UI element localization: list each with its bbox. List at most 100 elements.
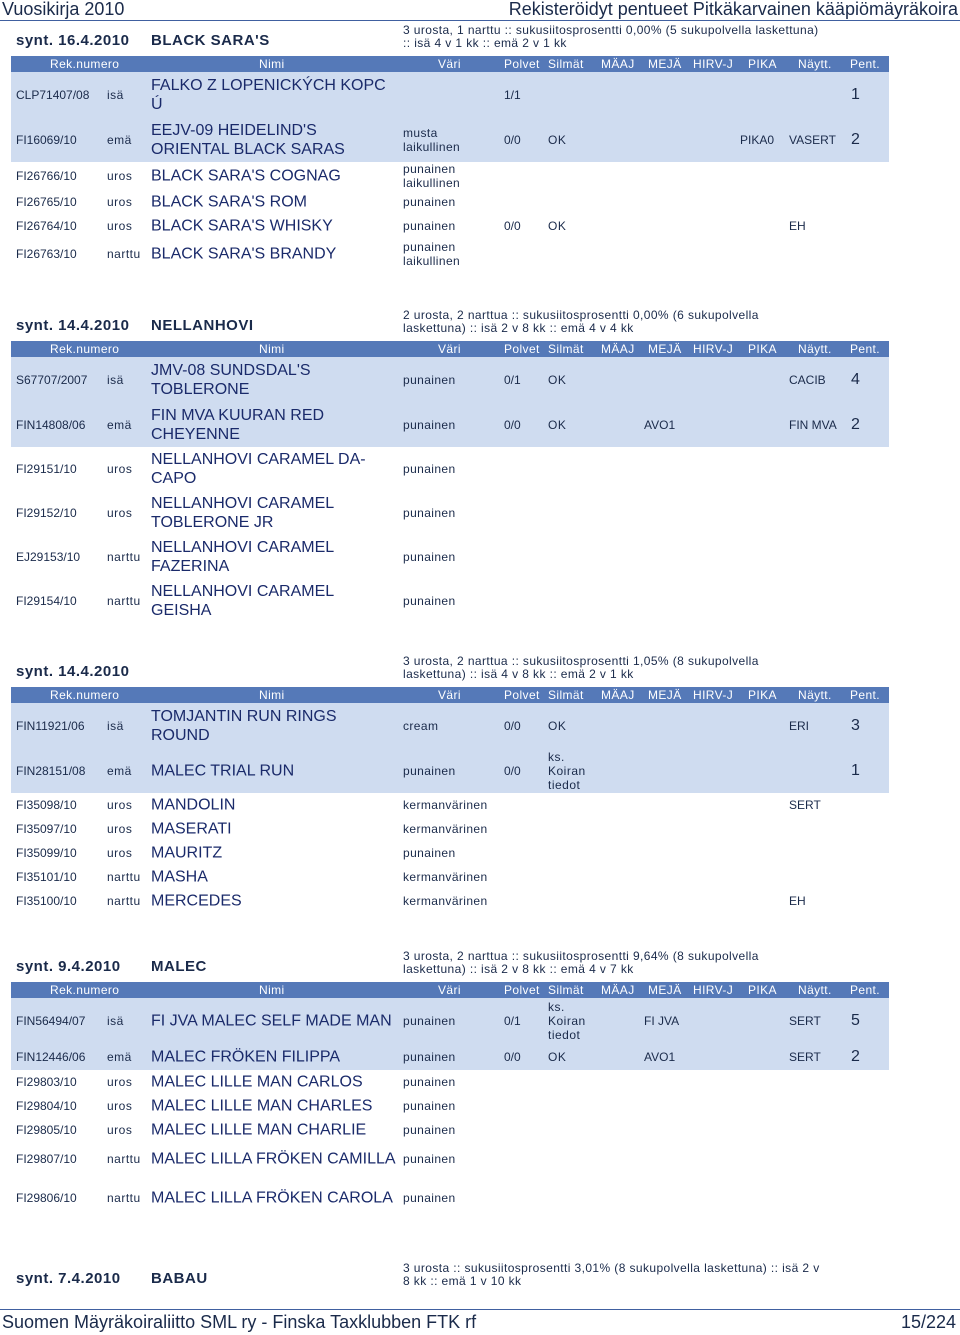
sex: emä bbox=[107, 133, 132, 147]
reg-number: FI29807/10 bbox=[16, 1152, 77, 1166]
dog-name: BLACK SARA'S COGNAG bbox=[151, 167, 341, 185]
column-header: Silmät bbox=[548, 688, 584, 702]
trial-result: AVO1 bbox=[644, 418, 676, 432]
color: punainen bbox=[403, 1075, 456, 1089]
parent-row: FIN12446/06 emä MALEC FRÖKEN FILIPPA punain… bbox=[11, 1044, 889, 1070]
column-header: Rek.numero bbox=[50, 983, 120, 997]
dog-name: BLACK SARA'S BRANDY bbox=[151, 245, 337, 263]
litter-title: synt. 14.4.2010 NELLANHOVI 2 urosta, 2 nar… bbox=[0, 309, 960, 341]
reg-number: FI29804/10 bbox=[16, 1099, 77, 1113]
reg-number: FI29803/10 bbox=[16, 1075, 77, 1089]
litter-summary: 3 urosta, 1 narttu :: sukusiitosprosentt… bbox=[403, 23, 819, 50]
show-result: SERT bbox=[789, 798, 821, 812]
litter-date: synt. 14.4.2010 bbox=[16, 317, 130, 334]
dog-name: MERCEDES bbox=[151, 892, 242, 910]
hips: 0/1 bbox=[504, 1014, 521, 1028]
dog-name: BLACK SARA'S WHISKY bbox=[151, 217, 333, 235]
column-header: Polvet bbox=[504, 342, 540, 356]
color: punainen bbox=[403, 1123, 456, 1137]
column-header: HIRV-J bbox=[693, 342, 734, 356]
reg-number: EJ29153/10 bbox=[16, 550, 81, 564]
dog-name: MASERATI bbox=[151, 820, 232, 838]
sex: narttu bbox=[107, 1152, 141, 1166]
sex: uros bbox=[107, 822, 133, 836]
column-header: Polvet bbox=[504, 57, 540, 71]
color: punainen laikullinen bbox=[403, 240, 461, 268]
eyes: OK bbox=[548, 719, 567, 733]
column-header: Nimi bbox=[259, 57, 285, 71]
pup-row: FI29152/10 uros NELLANHOVI CARAMEL TOBLERO… bbox=[0, 491, 960, 535]
pup-row: FI29154/10 narttu NELLANHOVI CARAMEL GEISH… bbox=[0, 579, 960, 623]
litter-title: synt. 14.4.2010 3 urosta, 2 narttua :: su… bbox=[0, 655, 960, 687]
column-header: PIKA bbox=[748, 57, 777, 71]
eyes: OK bbox=[548, 219, 567, 233]
column-header: HIRV-J bbox=[693, 688, 734, 702]
show-result: VASERT bbox=[789, 133, 836, 147]
color: punainen bbox=[403, 418, 456, 432]
reg-number: FI29805/10 bbox=[16, 1123, 77, 1137]
pup-row: FI35101/10 narttu MASHA kermanvärinen bbox=[0, 865, 960, 889]
column-header: Pent. bbox=[850, 688, 881, 702]
color: punainen bbox=[403, 764, 456, 778]
pup-row: FI29806/10 narttu MALEC LILLA FRÖKEN CAROL… bbox=[0, 1176, 960, 1220]
parent-row: FIN14808/06 emä FIN MVA KUURAN RED CHEYENN… bbox=[11, 403, 889, 447]
litter-title: synt. 7.4.2010 BABAU 3 urosta :: sukusiito… bbox=[0, 1262, 960, 1294]
dog-name: MANDOLIN bbox=[151, 796, 236, 814]
sex: isä bbox=[107, 719, 124, 733]
table-header: Rek.numero Nimi Väri Polvet Silmät MÄAJ MEJÄ HI… bbox=[11, 687, 889, 703]
hips: 0/0 bbox=[504, 418, 521, 432]
hips: 0/1 bbox=[504, 373, 521, 387]
eyes: ks. Koiran tiedot bbox=[548, 750, 586, 792]
sex: narttu bbox=[107, 247, 141, 261]
column-header: PIKA bbox=[748, 983, 777, 997]
dog-name: MALEC LILLA FRÖKEN CAMILLA bbox=[151, 1150, 396, 1168]
reg-number: FI35099/10 bbox=[16, 846, 77, 860]
column-header: MÄAJ bbox=[601, 688, 635, 702]
pup-row: FI26763/10 narttu BLACK SARA'S BRANDY punai… bbox=[0, 238, 960, 270]
trial-result: AVO1 bbox=[644, 1050, 676, 1064]
table-header: Rek.numero Nimi Väri Polvet Silmät MÄAJ MEJÄ HI… bbox=[11, 982, 889, 998]
pup-row: FI29803/10 uros MALEC LILLE MAN CARLOS puna… bbox=[0, 1070, 960, 1094]
litter-count: 1 bbox=[851, 762, 860, 779]
column-header: Nimi bbox=[259, 342, 285, 356]
show-result: EH bbox=[789, 894, 806, 908]
show-result: EH bbox=[789, 219, 806, 233]
column-header: Pent. bbox=[850, 57, 881, 71]
dog-name: MALEC TRIAL RUN bbox=[151, 762, 295, 780]
dog-name: MALEC LILLE MAN CHARLES bbox=[151, 1097, 373, 1115]
color: punainen bbox=[403, 1191, 456, 1205]
dog-name: NELLANHOVI CARAMEL DA-CAPO bbox=[151, 451, 366, 487]
dog-name: NELLANHOVI CARAMEL TOBLERONE JR bbox=[151, 495, 334, 531]
kennel-name: BABAU bbox=[151, 1270, 208, 1287]
publisher: Suomen Mäyräkoiraliitto SML ry - Finska … bbox=[2, 1312, 477, 1332]
litter-date: synt. 7.4.2010 bbox=[16, 1270, 121, 1287]
column-header: PIKA bbox=[748, 342, 777, 356]
pup-row: EJ29153/10 narttu NELLANHOVI CARAMEL FAZER… bbox=[0, 535, 960, 579]
kennel-name: BLACK SARA'S bbox=[151, 32, 270, 49]
pup-row: FI26764/10 uros BLACK SARA'S WHISKY punaine… bbox=[0, 214, 960, 238]
column-header: Väri bbox=[438, 688, 461, 702]
pup-row: FI29807/10 narttu MALEC LILLA FRÖKEN CAMIL… bbox=[0, 1142, 960, 1176]
reg-number: CLP71407/08 bbox=[16, 88, 90, 102]
sex: narttu bbox=[107, 550, 141, 564]
color: musta laikullinen bbox=[403, 126, 461, 154]
sex: uros bbox=[107, 169, 133, 183]
kennel-name: MALEC bbox=[151, 958, 207, 975]
pup-row: FI35099/10 uros MAURITZ punainen bbox=[0, 841, 960, 865]
eyes: OK bbox=[548, 133, 567, 147]
column-header: Rek.numero bbox=[50, 688, 120, 702]
litter-date: synt. 14.4.2010 bbox=[16, 663, 130, 680]
litter: synt. 9.4.2010 MALEC 3 urosta, 2 narttua :… bbox=[0, 950, 960, 1220]
yearbook-title: Vuosikirja 2010 bbox=[2, 0, 125, 19]
color: punainen bbox=[403, 373, 456, 387]
page-header: Vuosikirja 2010 Rekisteröidyt pentueet P… bbox=[0, 0, 960, 21]
column-header: MEJÄ bbox=[648, 57, 682, 71]
dog-name: JMV-08 SUNDSDAL'S TOBLERONE bbox=[151, 362, 311, 398]
sex: isä bbox=[107, 373, 124, 387]
dog-name: EEJV-09 HEIDELIND'S ORIENTAL BLACK SARAS bbox=[151, 122, 345, 158]
reg-number: FI29152/10 bbox=[16, 506, 77, 520]
kennel-name: NELLANHOVI bbox=[151, 317, 254, 334]
color: punainen bbox=[403, 1152, 456, 1166]
sex: uros bbox=[107, 462, 133, 476]
hips: 0/0 bbox=[504, 1050, 521, 1064]
